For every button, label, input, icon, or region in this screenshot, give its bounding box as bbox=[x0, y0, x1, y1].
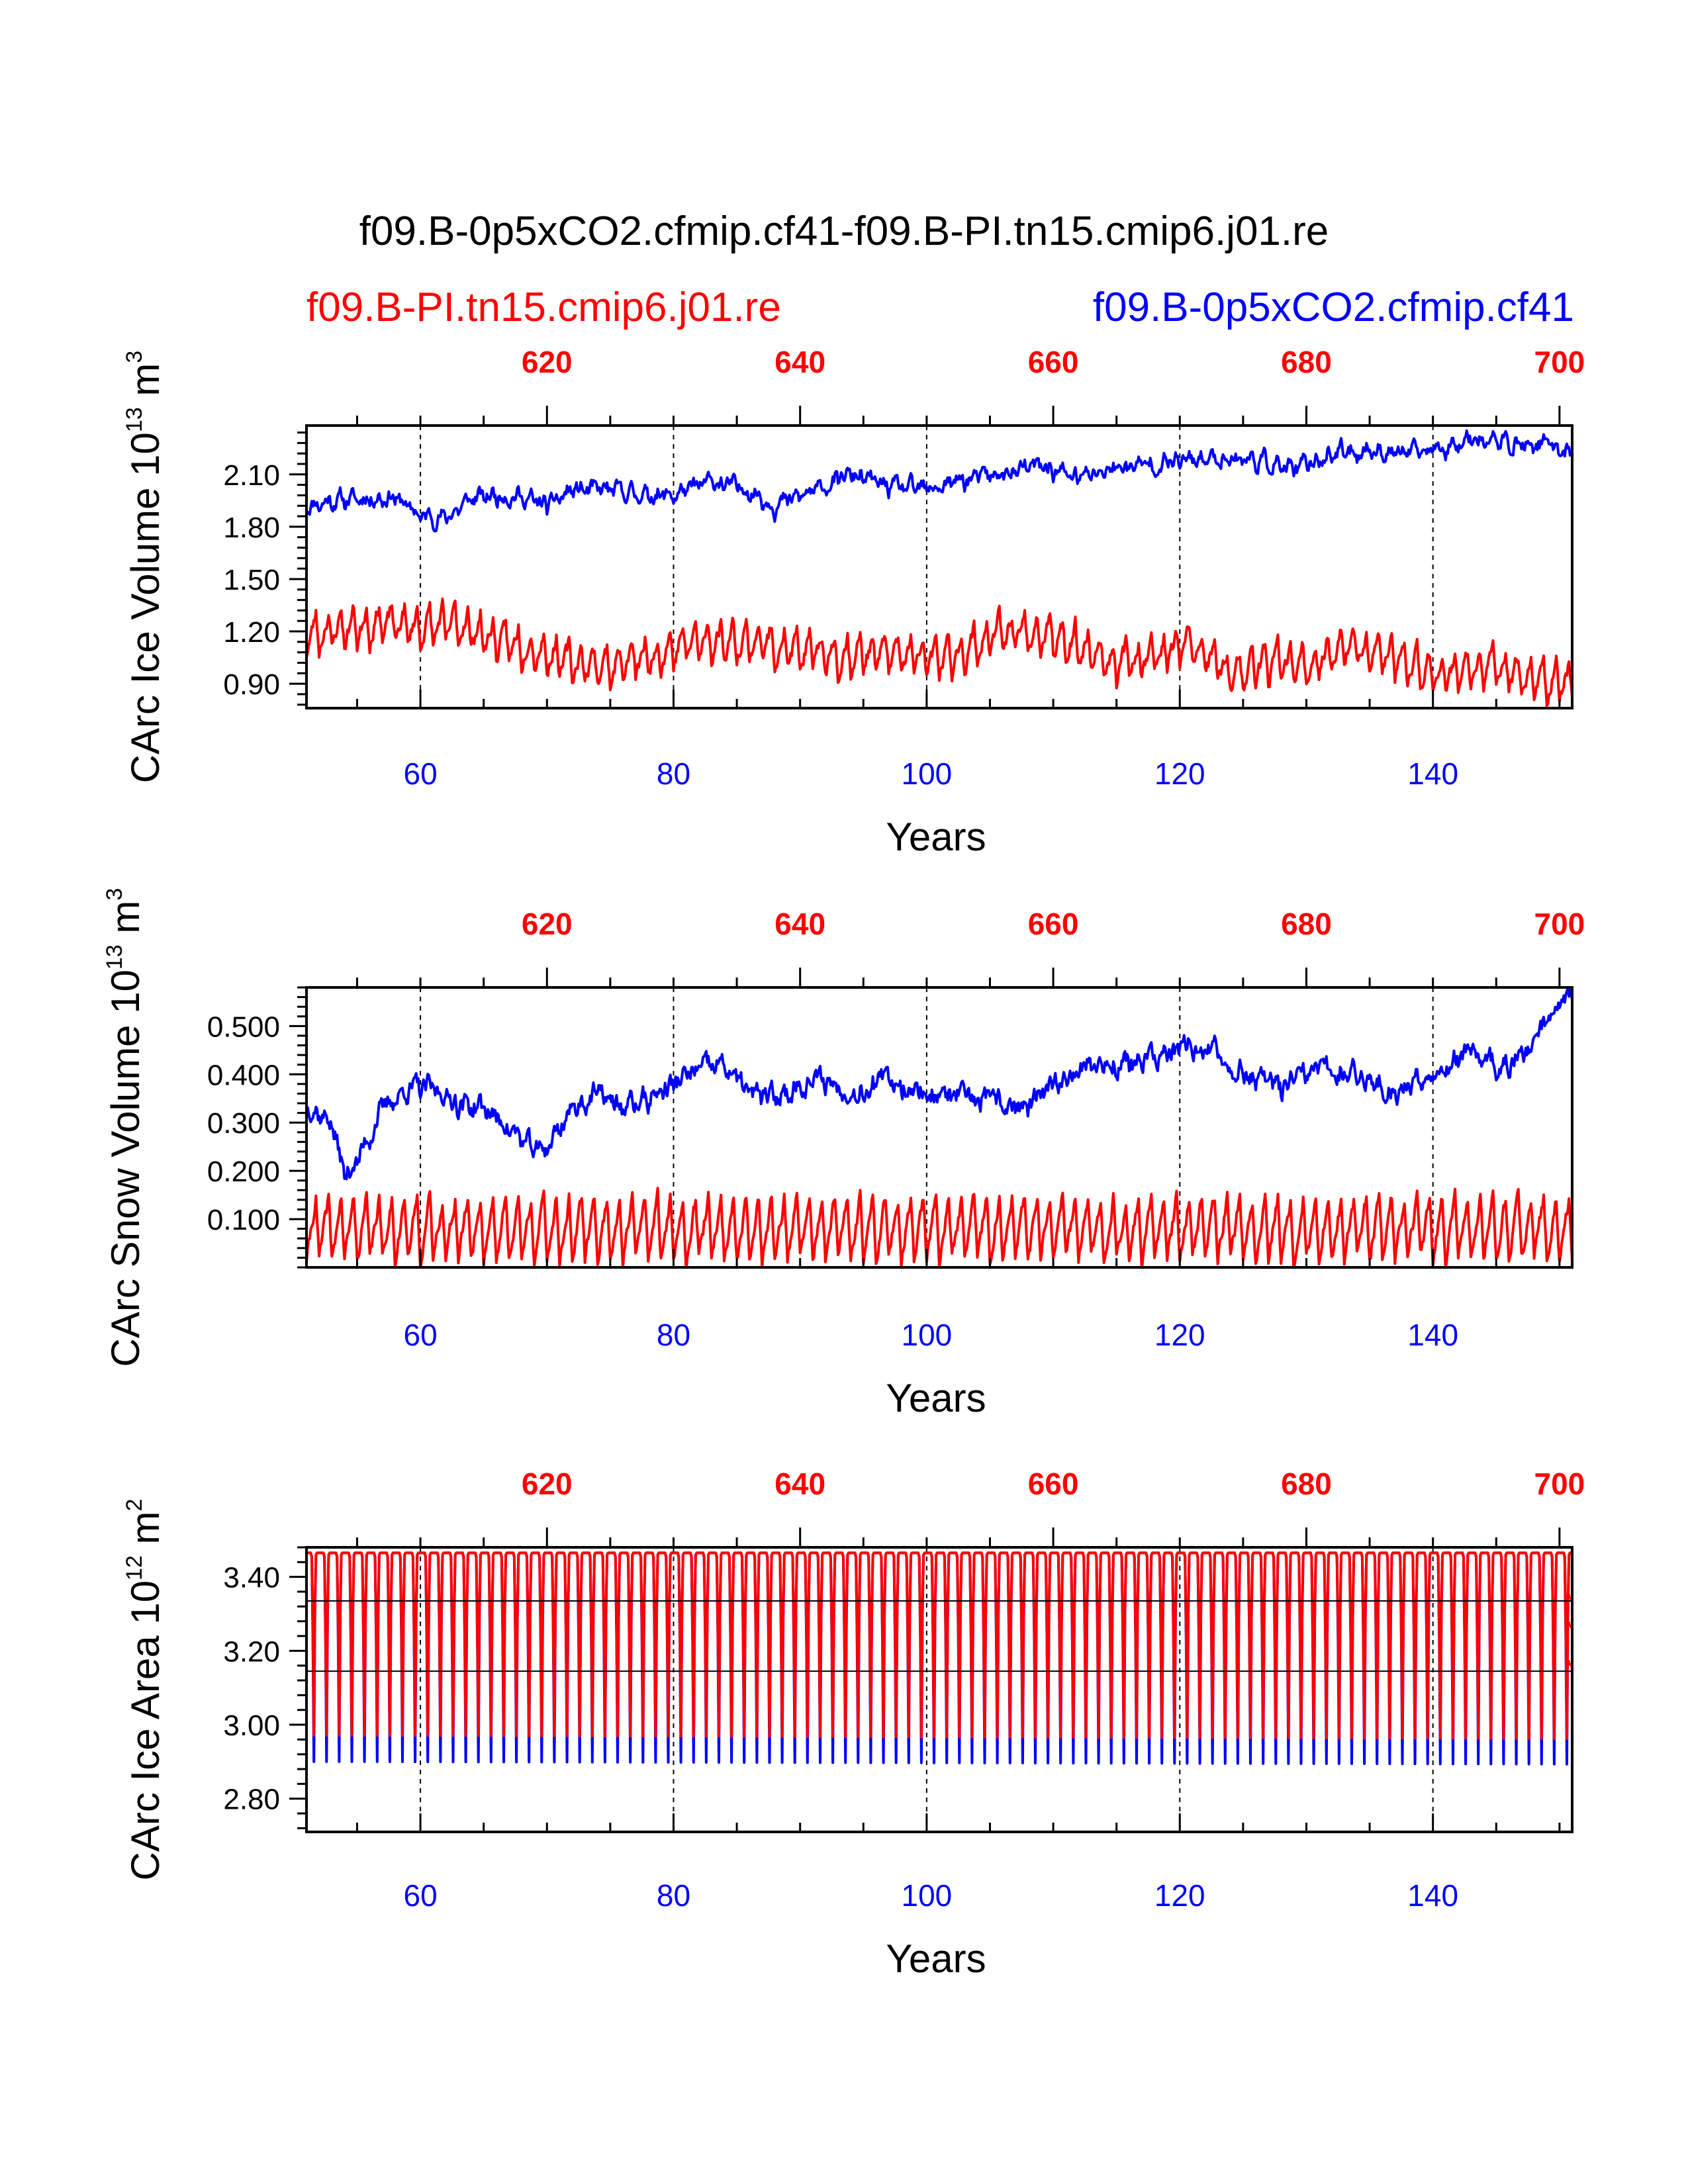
x-tick-label: 100 bbox=[902, 1318, 953, 1352]
chart-title: f09.B-0p5xCO2.cfmip.cf41-f09.B-PI.tn15.c… bbox=[359, 208, 1329, 254]
x-tick-label: 80 bbox=[657, 1318, 690, 1352]
top-x-tick-label: 620 bbox=[522, 345, 573, 379]
y-tick-label: 0.200 bbox=[207, 1156, 280, 1188]
x-tick-label: 120 bbox=[1154, 756, 1205, 791]
top-x-tick-label: 680 bbox=[1281, 345, 1332, 379]
x-tick-label: 80 bbox=[657, 1878, 690, 1913]
y-tick-label: 3.40 bbox=[223, 1562, 280, 1594]
x-axis-label: Years bbox=[886, 1376, 986, 1420]
y-axis-label: CArc Ice Volume 1013 m3 bbox=[122, 351, 167, 784]
plot-frame bbox=[305, 986, 1573, 1269]
plot-area bbox=[306, 429, 1572, 707]
top-x-tick-label: 660 bbox=[1028, 1467, 1079, 1501]
plot-frame bbox=[305, 424, 1573, 709]
y-tick-label: 0.400 bbox=[207, 1059, 280, 1091]
y-tick-label: 2.80 bbox=[223, 1784, 280, 1816]
series-line-red bbox=[306, 597, 1572, 707]
x-tick-label: 140 bbox=[1407, 756, 1458, 791]
x-tick-label: 60 bbox=[403, 1878, 437, 1913]
top-x-tick-label: 700 bbox=[1534, 345, 1585, 379]
y-tick-label: 2.10 bbox=[223, 459, 280, 492]
series-line-blue bbox=[306, 987, 1572, 1181]
y-tick-label: 1.50 bbox=[223, 564, 280, 596]
plot-area bbox=[306, 987, 1572, 1267]
series-line-blue bbox=[306, 1551, 1572, 1766]
top-x-tick-label: 700 bbox=[1534, 1467, 1585, 1501]
y-tick-label: 0.300 bbox=[207, 1107, 280, 1140]
x-tick-label: 60 bbox=[403, 756, 437, 791]
x-tick-label: 140 bbox=[1407, 1878, 1458, 1913]
y-tick-label: 0.90 bbox=[223, 668, 280, 701]
plot-area bbox=[306, 1551, 1572, 1766]
y-tick-label: 1.20 bbox=[223, 616, 280, 649]
legend-red-label: f09.B-PI.tn15.cmip6.j01.re bbox=[306, 285, 781, 330]
x-tick-label: 100 bbox=[902, 756, 953, 791]
x-axis-label: Years bbox=[886, 1936, 986, 1981]
plot-frame bbox=[305, 1546, 1573, 1833]
top-x-tick-label: 620 bbox=[522, 1467, 573, 1501]
x-tick-label: 60 bbox=[403, 1318, 437, 1352]
top-x-tick-label: 660 bbox=[1028, 907, 1079, 941]
top-x-tick-label: 640 bbox=[774, 345, 825, 379]
panel-2: 60 80 100 120 140 620 640 660 680 700 0.500 0.400 0.… bbox=[102, 888, 1585, 1420]
x-tick-label: 120 bbox=[1154, 1878, 1205, 1913]
y-axis-label: CArc Ice Area 1012 m2 bbox=[122, 1499, 167, 1881]
panel-1: 60 80 100 120 140 620 640 660 680 700 2.10 1.80 1.50… bbox=[122, 345, 1585, 859]
x-tick-label: 100 bbox=[902, 1878, 953, 1913]
y-axis-label: CArc Snow Volume 1013 m3 bbox=[102, 888, 148, 1367]
y-tick-label: 0.100 bbox=[207, 1204, 280, 1236]
top-x-tick-label: 700 bbox=[1534, 907, 1585, 941]
top-x-tick-label: 680 bbox=[1281, 1467, 1332, 1501]
top-x-tick-label: 660 bbox=[1028, 345, 1079, 379]
series-line-blue bbox=[306, 429, 1572, 533]
y-tick-label: 3.00 bbox=[223, 1709, 280, 1742]
y-tick-label: 3.20 bbox=[223, 1635, 280, 1668]
top-x-tick-label: 640 bbox=[774, 907, 825, 941]
y-tick-label: 1.80 bbox=[223, 512, 280, 544]
x-tick-label: 140 bbox=[1407, 1318, 1458, 1352]
x-tick-label: 120 bbox=[1154, 1318, 1205, 1352]
x-tick-label: 80 bbox=[657, 756, 690, 791]
series-line-red bbox=[306, 1187, 1572, 1267]
top-x-tick-label: 680 bbox=[1281, 907, 1332, 941]
top-x-tick-label: 640 bbox=[774, 1467, 825, 1501]
legend-blue-label: f09.B-0p5xCO2.cfmip.cf41 bbox=[1093, 285, 1574, 330]
y-tick-label: 0.500 bbox=[207, 1011, 280, 1043]
series-line-red bbox=[306, 1551, 1572, 1741]
top-x-tick-label: 620 bbox=[522, 907, 573, 941]
x-axis-label: Years bbox=[886, 815, 986, 859]
